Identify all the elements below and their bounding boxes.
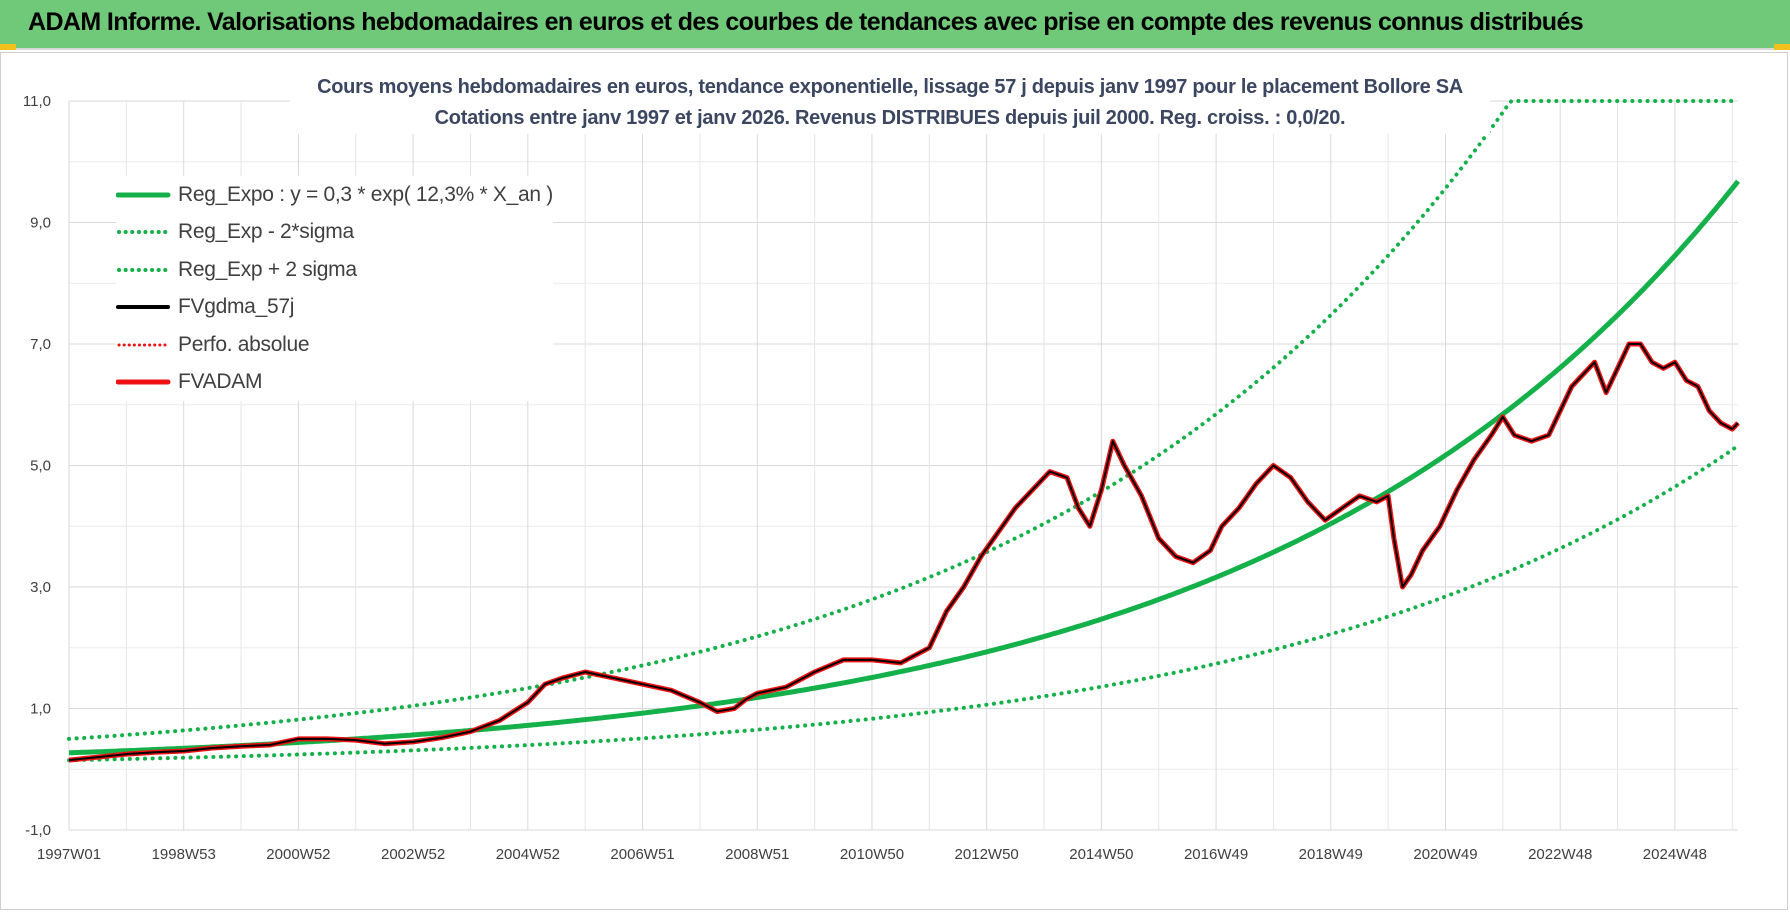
x-tick-label: 2020W49 (1413, 846, 1477, 863)
corner-marker-left (0, 44, 16, 50)
legend-item-fvadam: FVADAM (116, 364, 553, 402)
fvgdma-57j-line (68, 343, 1739, 762)
legend-swatch-solid-red (116, 379, 171, 385)
legend-label: Reg_Exp - 2*sigma (178, 220, 354, 244)
corner-marker-right (1774, 44, 1790, 50)
legend-label: FVADAM (178, 370, 263, 394)
chart-title: Cours moyens hebdomadaires en euros, ten… (290, 72, 1490, 134)
reg-exp-minus-2sigma-line (67, 443, 1740, 763)
x-tick-label: 1997W01 (37, 846, 101, 863)
x-tick-label: 2016W49 (1184, 846, 1248, 863)
legend-item-fvgdma: FVgdma_57j (116, 289, 553, 327)
header-bar: ADAM Informe. Valorisations hebdomadaire… (0, 0, 1790, 50)
legend-swatch-solid-black (116, 305, 170, 310)
x-tick-label: 1998W53 (152, 846, 216, 863)
legend-swatch-dotted-red (117, 343, 170, 347)
reg-exp-plus-2sigma-line (67, 99, 1740, 741)
legend-label: Perfo. absolue (178, 332, 310, 356)
fvadam-line (68, 341, 1740, 763)
legend-item-perfo: Perfo. absolue (116, 326, 553, 364)
legend-item-reg-exp-minus: Reg_Exp - 2*sigma (116, 214, 553, 252)
x-tick-label: 2008W51 (725, 846, 789, 863)
x-tick-label: 2006W51 (610, 846, 674, 863)
legend-swatch-dotted-green (117, 230, 170, 235)
x-tick-label: 2004W52 (496, 846, 560, 863)
x-tick-label: 2018W49 (1299, 846, 1363, 863)
chart-title-line-1: Cours moyens hebdomadaires en euros, ten… (317, 76, 1463, 98)
legend-item-reg-exp-plus: Reg_Exp + 2 sigma (116, 251, 553, 289)
legend-item-reg-expo: Reg_Expo : y = 0,3 * exp( 12,3% * X_an ) (116, 176, 553, 214)
x-tick-label: 2024W48 (1643, 846, 1707, 863)
x-tick-label: 2010W50 (840, 846, 904, 863)
x-tick-label: 2000W52 (266, 846, 330, 863)
x-tick-label: 2002W52 (381, 846, 445, 863)
perfo-absolue-line (68, 343, 1739, 762)
y-tick-label: 11,0 (23, 93, 51, 110)
x-tick-label: 2022W48 (1528, 846, 1592, 863)
page-title: ADAM Informe. Valorisations hebdomadaire… (28, 8, 1584, 36)
x-tick-label: 2014W50 (1069, 846, 1133, 863)
legend-label: Reg_Exp + 2 sigma (178, 257, 357, 281)
legend-label: FVgdma_57j (178, 295, 295, 319)
chart-frame (0, 52, 1788, 910)
legend: Reg_Expo : y = 0,3 * exp( 12,3% * X_an )… (116, 176, 553, 401)
y-tick-label: 5,0 (30, 458, 51, 475)
x-axis-ticks: 1997W01 1998W53 2000W52 2002W52 2004W52 2006W… (37, 846, 1707, 863)
legend-swatch-solid-green (116, 192, 171, 198)
series-layer (67, 99, 1740, 763)
y-tick-label: 7,0 (30, 336, 51, 353)
x-tick-label: 2012W50 (955, 846, 1019, 863)
legend-swatch-dotted-green (117, 267, 170, 272)
legend-label: Reg_Expo : y = 0,3 * exp( 12,3% * X_an ) (178, 182, 553, 206)
y-tick-label: 1,0 (30, 701, 51, 718)
y-tick-label: 9,0 (30, 215, 51, 232)
y-tick-label: -1,0 (25, 822, 51, 839)
chart-title-line-2: Cotations entre janv 1997 et janv 2026. … (434, 107, 1346, 129)
y-tick-label: 3,0 (30, 579, 51, 596)
y-axis-ticks: -1,0 1,0 3,0 5,0 7,0 9,0 11,0 (23, 93, 51, 839)
